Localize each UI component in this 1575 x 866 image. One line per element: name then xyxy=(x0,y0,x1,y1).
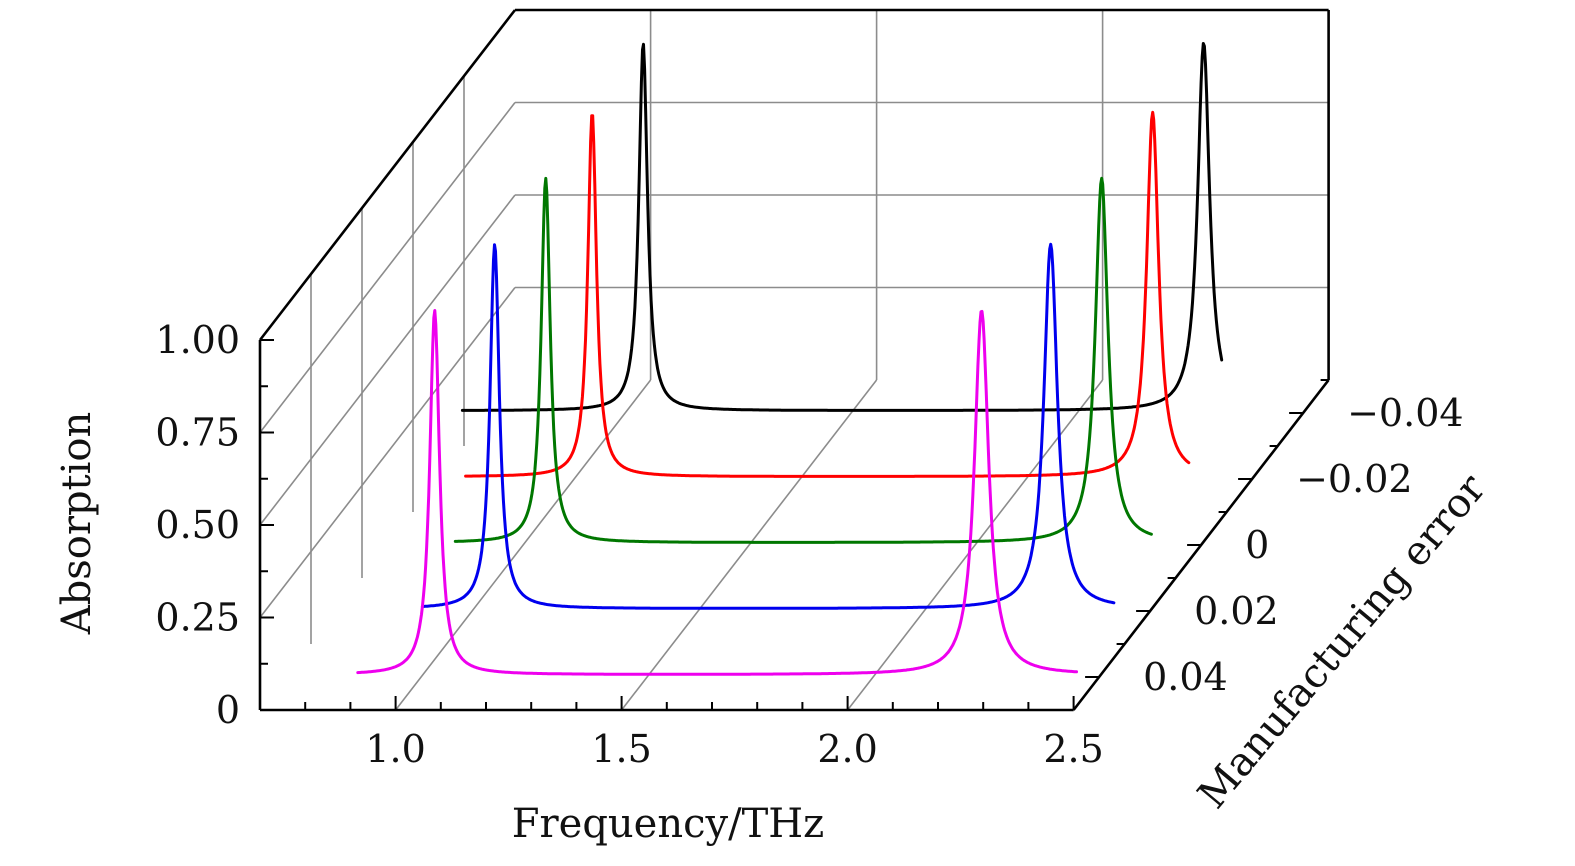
series-group xyxy=(356,42,1224,676)
top-left-edge xyxy=(258,9,517,341)
y-tick-label: 0.50 xyxy=(155,503,240,547)
tick-labels: 0 0.25 0.50 0.75 1.00 1.0 1.5 2.0 2.5 0.04 0.02 0 −0… xyxy=(155,318,1463,771)
side-wall-diagonal-1 xyxy=(259,194,516,526)
grid-lines xyxy=(259,10,1329,711)
x-tick-label: 2.0 xyxy=(817,727,877,771)
series-line-4 xyxy=(356,309,1078,676)
z-tick-label: 0.04 xyxy=(1143,655,1228,699)
y-tick-label: 0.25 xyxy=(155,596,240,640)
z-tick-label: −0.04 xyxy=(1347,391,1463,435)
z-axis-title: Manufacturing error xyxy=(1189,465,1495,817)
x-tick-label: 1.0 xyxy=(365,727,425,771)
y-tick-label: 0.75 xyxy=(155,411,240,455)
y-tick-label: 0 xyxy=(216,688,240,732)
x-tick-label: 2.5 xyxy=(1043,727,1103,771)
side-wall-diagonal-0 xyxy=(259,287,516,618)
axes-frame xyxy=(258,8,1330,712)
floor-gridline-0 xyxy=(394,379,652,711)
z-tick-label: 0 xyxy=(1245,523,1269,567)
series-line-1 xyxy=(464,110,1191,478)
z-tick-label: −0.02 xyxy=(1296,457,1412,501)
series-line-3 xyxy=(420,242,1116,610)
z-tick-label: 0.02 xyxy=(1194,589,1279,633)
series-line-0 xyxy=(460,42,1224,412)
series-line-2 xyxy=(453,176,1153,544)
y-tick-label: 1.00 xyxy=(155,318,240,362)
floor-gridline-1 xyxy=(620,379,878,711)
side-wall-diagonal-2 xyxy=(259,102,516,433)
x-tick-label: 1.5 xyxy=(591,727,651,771)
y-axis-title: Absorption xyxy=(54,412,100,636)
x-axis-title: Frequency/THz xyxy=(512,801,824,847)
